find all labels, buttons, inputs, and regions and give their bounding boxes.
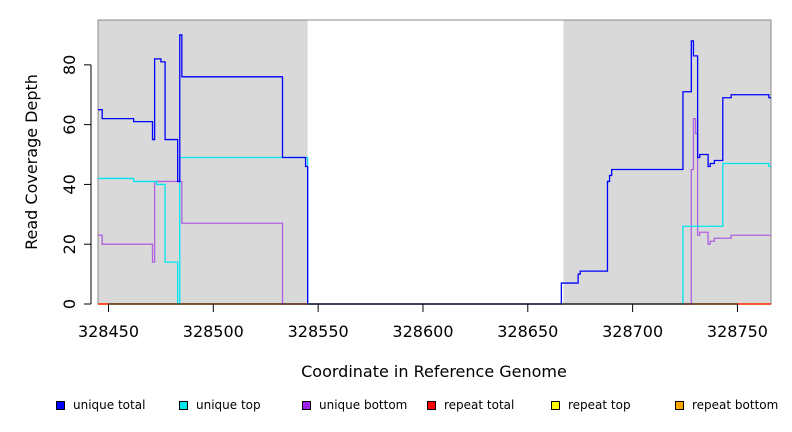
legend-label: repeat total	[444, 398, 515, 412]
legend-item: unique top	[179, 398, 261, 412]
y-axis-label: Read Coverage Depth	[22, 74, 41, 250]
y-tick-label: 40	[60, 174, 79, 194]
y-tick-label: 0	[60, 299, 79, 309]
legend-label: repeat bottom	[692, 398, 779, 412]
x-tick-label: 328700	[602, 322, 663, 341]
legend-swatch	[56, 400, 65, 410]
legend: unique total unique top unique bottom repea…	[0, 398, 792, 418]
x-tick-label: 328550	[288, 322, 349, 341]
shaded-region	[98, 20, 308, 304]
legend-item: unique total	[56, 398, 145, 412]
legend-label: unique total	[73, 398, 146, 412]
legend-swatch	[302, 400, 311, 410]
y-tick-label: 60	[60, 114, 79, 134]
legend-swatch	[427, 400, 436, 410]
shaded-region	[563, 20, 771, 304]
axes: 328450 328500 328550 328600 328650 328700 3287…	[60, 55, 768, 341]
x-tick-label: 328650	[497, 322, 558, 341]
x-axis-label: Coordinate in Reference Genome	[301, 362, 567, 381]
legend-label: unique bottom	[319, 398, 408, 412]
legend-swatch	[179, 400, 188, 410]
legend-label: unique top	[196, 398, 261, 412]
x-tick-label: 328600	[392, 322, 453, 341]
legend-item: unique bottom	[302, 398, 407, 412]
legend-item: repeat bottom	[675, 398, 778, 412]
series-line-unique-top	[98, 156, 771, 305]
y-tick-label: 20	[60, 234, 79, 254]
legend-label: repeat top	[568, 398, 631, 412]
y-tick-label: 80	[60, 55, 79, 75]
x-tick-label: 328750	[707, 322, 768, 341]
legend-swatch	[551, 400, 560, 410]
x-tick-label: 328450	[78, 322, 139, 341]
series-line-unique-total	[98, 34, 771, 305]
x-tick-label: 328500	[183, 322, 244, 341]
legend-item: repeat total	[427, 398, 514, 412]
legend-swatch	[675, 400, 684, 410]
legend-item: repeat top	[551, 398, 631, 412]
shaded-regions	[98, 20, 771, 304]
series-line-unique-bottom	[98, 118, 771, 305]
